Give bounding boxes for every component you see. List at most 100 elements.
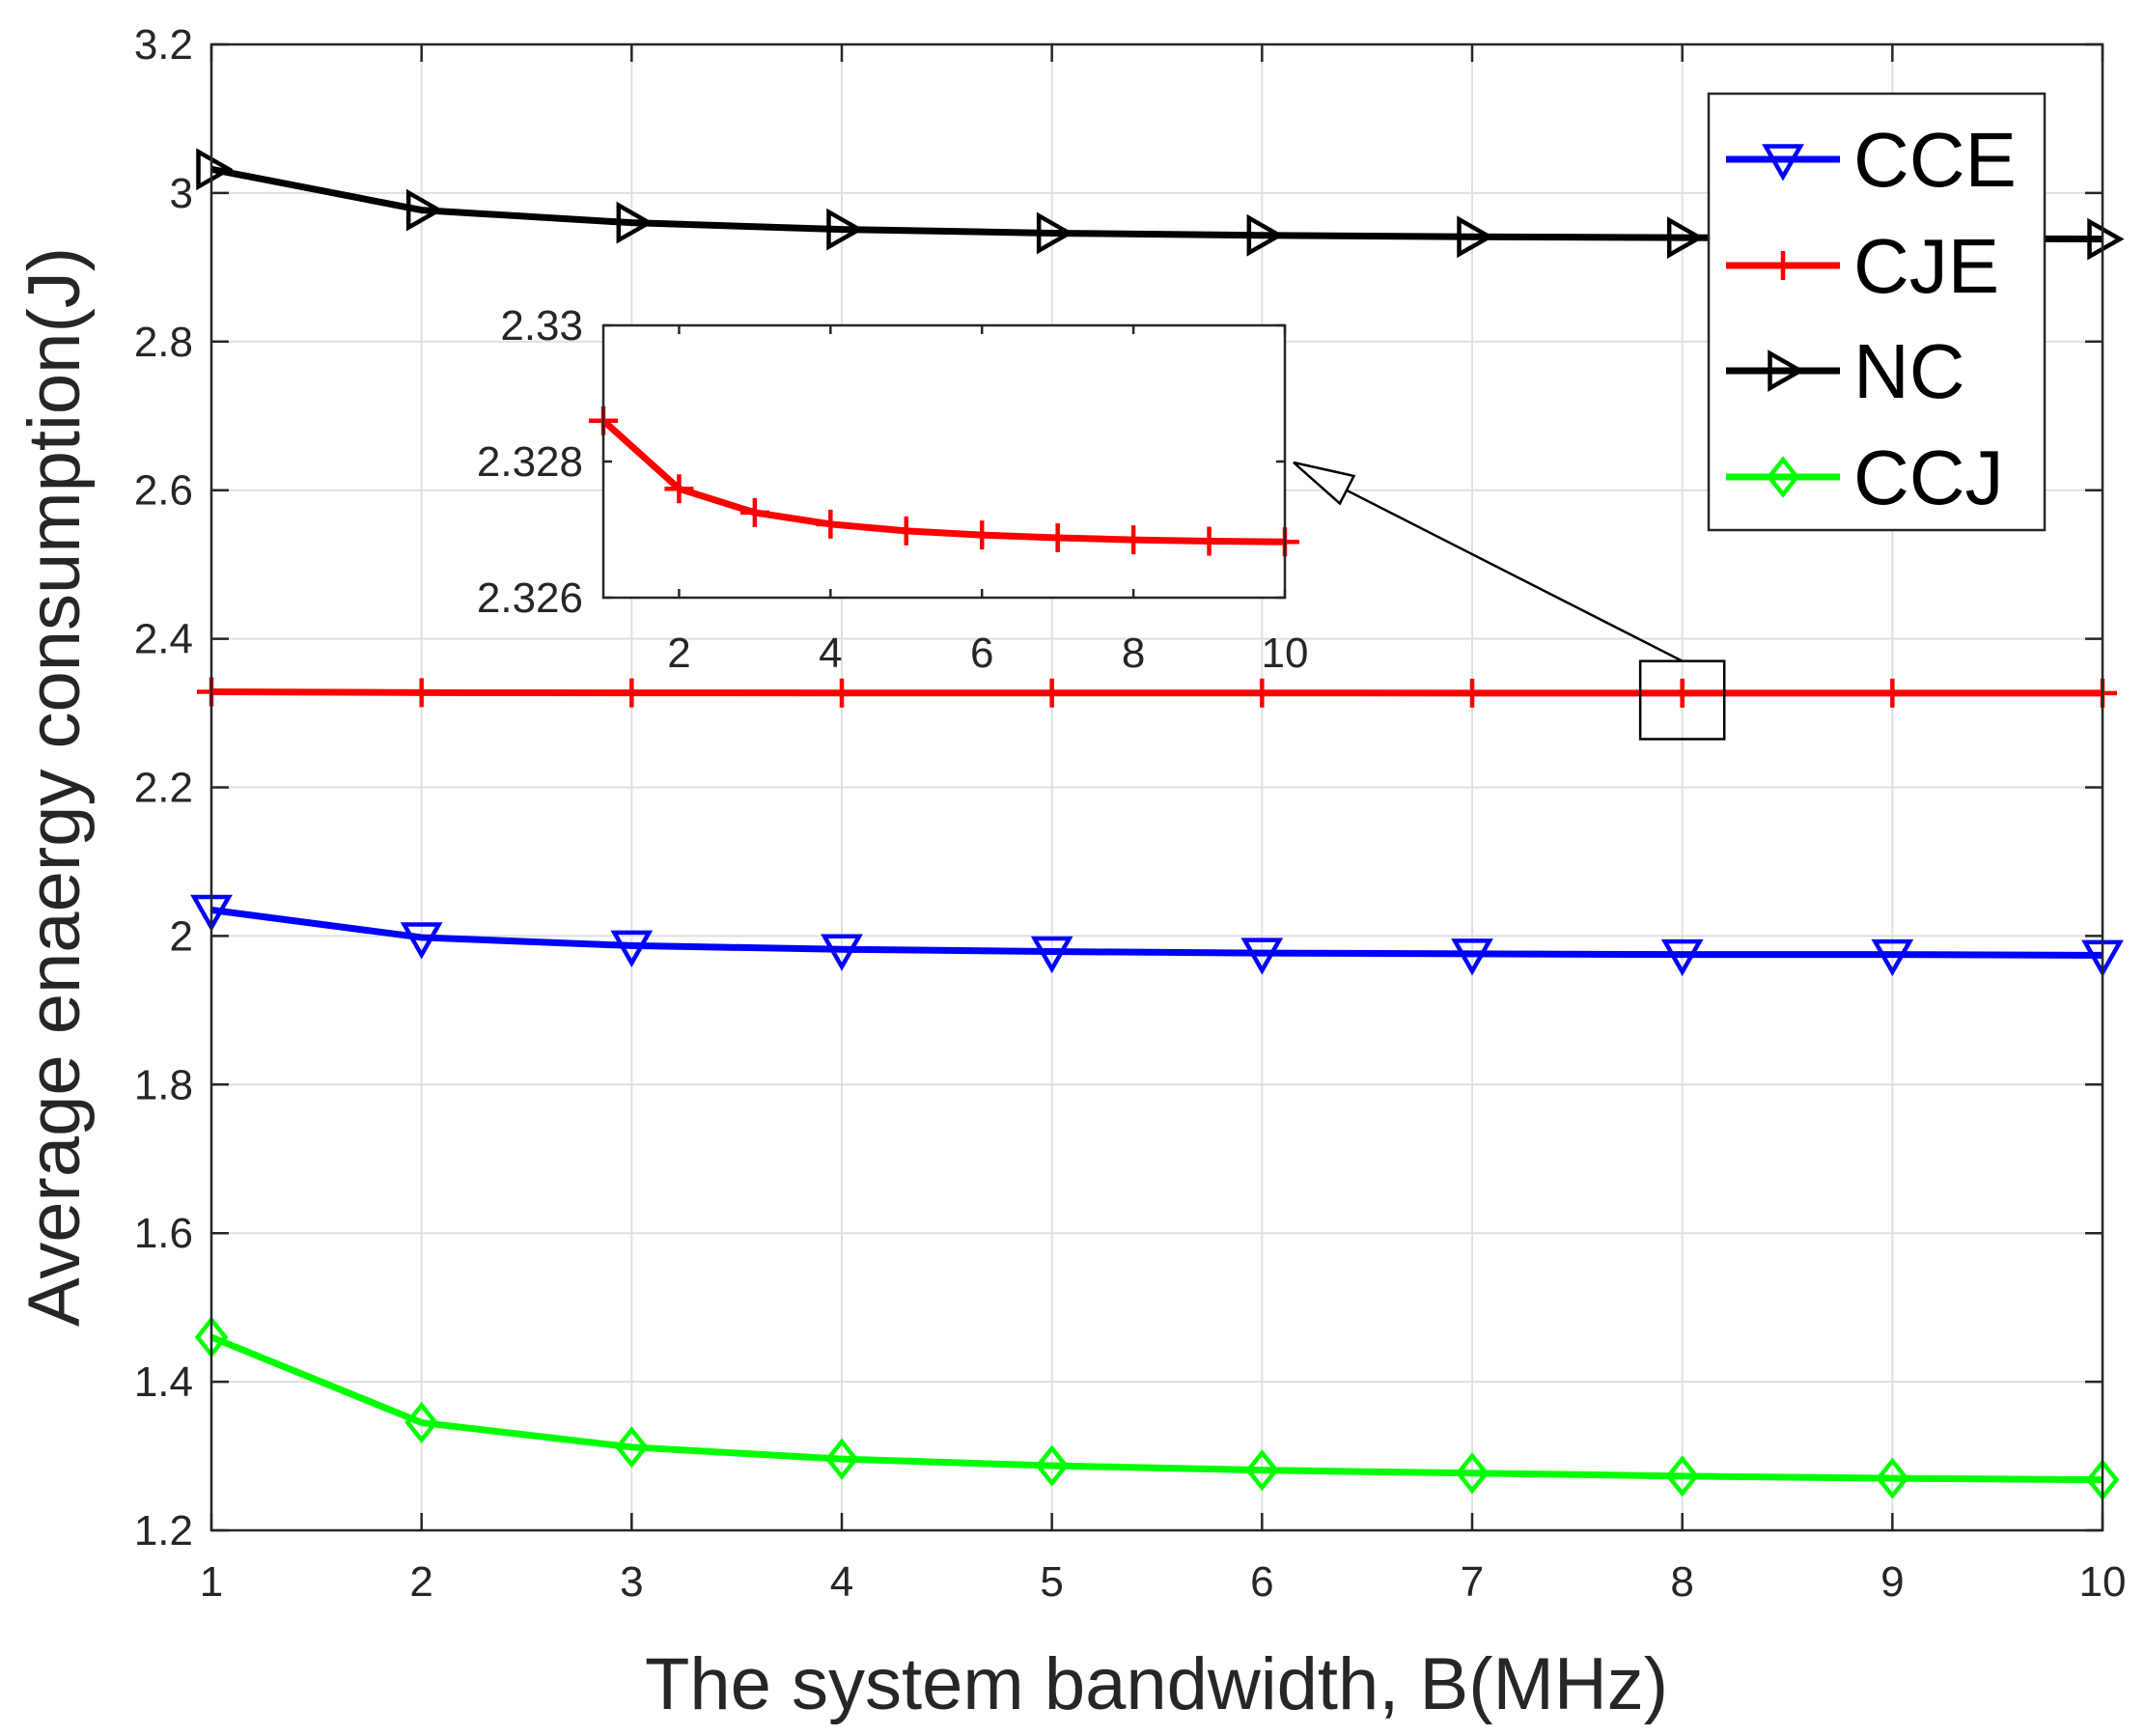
y-axis-title: Average enaergy consumption(J): [14, 247, 96, 1327]
legend-marker: [1766, 456, 1800, 498]
y-tick-label: 2.6: [134, 467, 193, 515]
x-tick-label: 9: [1880, 1558, 1904, 1606]
data-point-cce: [1871, 938, 1914, 977]
data-point-cje: [1878, 678, 1908, 708]
x-tick-label: 5: [1040, 1558, 1063, 1606]
inset-data-point: [1194, 526, 1224, 556]
y-tick-label: 2.4: [134, 616, 193, 663]
legend: CCE CJE NC CCJ: [1707, 92, 2047, 532]
x-axis-title: The system bandwidth, B(MHz): [645, 1643, 1668, 1725]
y-tick-label: 1.6: [134, 1210, 193, 1257]
data-point-nc: [196, 148, 234, 191]
data-point-cje: [617, 678, 647, 708]
data-point-cce: [400, 922, 443, 960]
series-cce: [190, 894, 2124, 977]
legend-label: CCJ: [1853, 434, 2004, 520]
data-point-cce: [610, 930, 654, 967]
series-ccj: [194, 1316, 2120, 1501]
data-point-cce: [1451, 938, 1493, 976]
data-point-cje: [1667, 678, 1697, 708]
inset-series: [589, 406, 1299, 557]
data-point-cje: [1247, 678, 1277, 708]
zoom-arrow: [1293, 461, 1684, 662]
data-point-ccj: [404, 1401, 438, 1444]
legend-entry-nc: NC: [1726, 328, 1965, 414]
y-tick-label: 1.2: [134, 1507, 193, 1554]
data-point-ccj: [1245, 1449, 1279, 1492]
y-tick-label: 1.8: [134, 1061, 193, 1108]
y-tick-label: 2.2: [134, 765, 193, 812]
inset-data-point: [1119, 525, 1149, 555]
data-point-ccj: [615, 1426, 649, 1469]
data-point-cje: [1037, 678, 1067, 708]
data-point-cje: [406, 678, 436, 708]
data-point-nc: [1036, 211, 1074, 255]
inset-x-tick-label: 4: [819, 630, 842, 677]
legend-marker: [1769, 251, 1797, 280]
data-point-nc: [405, 188, 444, 232]
inset-plot: 2 4 6 8 10 2.326 2.328 2.33: [477, 302, 1309, 677]
y-tick-label: 2: [170, 912, 193, 960]
data-point-nc: [1666, 216, 1705, 259]
x-tick-label: 8: [1670, 1558, 1693, 1606]
legend-label: CCE: [1853, 117, 2017, 203]
data-point-ccj: [1665, 1455, 1699, 1498]
data-point-cje: [827, 678, 856, 708]
x-tick-label: 6: [1250, 1558, 1273, 1606]
data-point-nc: [1457, 215, 1494, 259]
legend-entry-cce: CCE: [1726, 117, 2017, 203]
inset-ticks: [603, 323, 1287, 600]
data-point-nc: [616, 201, 654, 244]
inset-x-tick-label: 10: [1262, 630, 1309, 677]
legend-marker: [1762, 144, 1804, 182]
x-tick-label: 4: [830, 1558, 853, 1606]
legend-label: NC: [1853, 328, 1965, 414]
inset-data-point: [816, 509, 846, 539]
inset-y-tick-label: 2.33: [500, 302, 583, 350]
y-tick-labels: 1.2 1.4 1.6 1.8 2 2.2 2.4 2.6 2.8 3 3.2: [134, 21, 193, 1554]
arrow-line: [1302, 466, 1684, 662]
x-tick-label: 2: [409, 1558, 432, 1606]
inset-data-point: [664, 474, 694, 504]
x-tick-labels: 1 2 3 4 5 6 7 8 9 10: [200, 1558, 2127, 1606]
inset-data-point: [739, 497, 769, 527]
inset-x-tick-labels: 2 4 6 8 10: [667, 630, 1308, 677]
data-point-cce: [821, 934, 863, 971]
legend-entry-cje: CJE: [1726, 223, 1999, 309]
main-ticks: [209, 42, 2104, 1532]
data-point-cce: [1660, 938, 1704, 977]
series-line-cje: [210, 687, 2103, 697]
inset-data-point: [1043, 522, 1072, 552]
arrow-head: [1293, 461, 1356, 506]
data-point-ccj: [1035, 1444, 1069, 1487]
data-point-ccj: [1876, 1457, 1909, 1499]
inset-y-tick-labels: 2.326 2.328 2.33: [477, 302, 583, 622]
data-point-ccj: [1455, 1452, 1490, 1495]
data-point-cce: [1030, 936, 1073, 974]
data-point-ccj: [824, 1438, 859, 1480]
legend-marker: [1768, 350, 1805, 392]
x-tick-label: 3: [620, 1558, 643, 1606]
inset-series-cje: [589, 406, 1299, 557]
x-tick-label: 10: [2079, 1558, 2127, 1606]
legend-box: [1707, 92, 2047, 532]
series-line-ccj: [209, 1333, 2103, 1484]
inset-x-tick-label: 8: [1122, 630, 1145, 677]
data-point-nc: [826, 208, 864, 251]
legend-entry-ccj: CCJ: [1726, 434, 2004, 520]
data-point-nc: [1246, 213, 1284, 257]
y-tick-label: 3.2: [134, 21, 193, 69]
inset-y-tick-label: 2.326: [477, 574, 583, 622]
data-point-nc: [2087, 217, 2125, 261]
y-tick-label: 2.8: [134, 319, 193, 366]
inset-y-tick-label: 2.328: [477, 438, 583, 486]
inset-x-tick-label: 6: [970, 630, 993, 677]
series-line-cce: [210, 906, 2103, 959]
legend-entries: CCE CJE NC CCJ: [1726, 117, 2017, 520]
y-tick-label: 3: [170, 170, 193, 217]
y-tick-label: 1.4: [134, 1358, 193, 1406]
data-point-cce: [1240, 938, 1284, 975]
inset-series-line: [600, 418, 1286, 546]
data-point-cje: [1458, 678, 1487, 708]
